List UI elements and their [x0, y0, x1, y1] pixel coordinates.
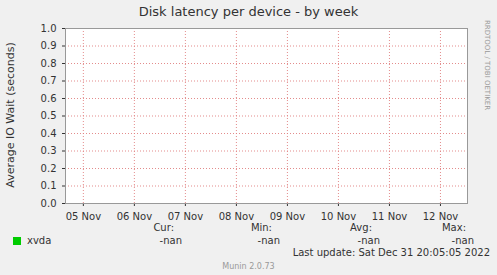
- svg-text:0.6: 0.6: [41, 93, 57, 104]
- svg-text:09 Nov: 09 Nov: [270, 211, 306, 220]
- svg-text:1.0: 1.0: [41, 23, 57, 34]
- svg-text:0.8: 0.8: [41, 58, 57, 69]
- html-text:Min:: Min:: [250, 222, 272, 233]
- html-text:Disk latency per device - by w: Disk latency per device - by week: [138, 4, 359, 19]
- html-text:Cur:: Cur:: [153, 222, 174, 233]
- html-text:xvda: xvda: [27, 235, 52, 246]
- html-text:Last update: Sat Dec 31 20:05:: Last update: Sat Dec 31 20:05:05 2022: [292, 247, 490, 258]
- html-text:Munin 2.0.73: Munin 2.0.73: [222, 262, 275, 271]
- svg-text:0.2: 0.2: [41, 163, 57, 174]
- svg-text:05 Nov: 05 Nov: [66, 211, 102, 220]
- svg-text:0.0: 0.0: [41, 198, 57, 209]
- svg-text:0.7: 0.7: [41, 75, 57, 86]
- svg-text:10 Nov: 10 Nov: [321, 211, 357, 220]
- html-text:Avg:: Avg:: [350, 222, 372, 233]
- svg-text:08 Nov: 08 Nov: [219, 211, 255, 220]
- svg-text:0.4: 0.4: [41, 128, 57, 139]
- html-text:-nan: -nan: [357, 235, 380, 246]
- html-text:Max:: Max:: [442, 222, 466, 233]
- svg-text:11 Nov: 11 Nov: [372, 211, 408, 220]
- html-text:-nan: -nan: [159, 235, 182, 246]
- html-text:-nan: -nan: [257, 235, 280, 246]
- html-text:RRDTOOL / TOBI OETIKER: RRDTOOL / TOBI OETIKER: [483, 19, 491, 111]
- svg-text:0.9: 0.9: [41, 40, 57, 51]
- html-text:Average IO Wait (seconds): Average IO Wait (seconds): [3, 42, 17, 188]
- svg-text:0.3: 0.3: [41, 145, 57, 156]
- svg-text:0.1: 0.1: [41, 180, 57, 191]
- html-text:-nan: -nan: [451, 235, 474, 246]
- svg-text:07 Nov: 07 Nov: [168, 211, 204, 220]
- svg-text:06 Nov: 06 Nov: [117, 211, 153, 220]
- svg-text:0.5: 0.5: [41, 110, 57, 121]
- svg-text:12 Nov: 12 Nov: [423, 211, 459, 220]
